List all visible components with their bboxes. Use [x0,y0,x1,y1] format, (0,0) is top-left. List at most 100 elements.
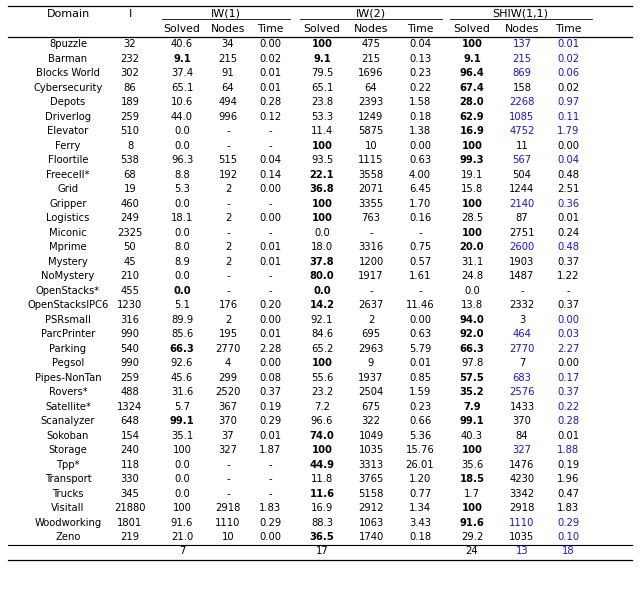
Text: 0.01: 0.01 [259,83,281,93]
Text: 5.7: 5.7 [174,402,190,412]
Text: 0.0: 0.0 [174,271,190,281]
Text: 695: 695 [362,329,381,339]
Text: 44.9: 44.9 [310,460,335,469]
Text: -: - [268,141,272,151]
Text: 0.29: 0.29 [259,518,281,527]
Text: 5158: 5158 [358,489,384,498]
Text: IW(2): IW(2) [356,9,386,19]
Text: 2.28: 2.28 [259,344,281,354]
Text: 62.9: 62.9 [460,112,484,122]
Text: 1937: 1937 [358,373,384,383]
Text: 8.0: 8.0 [174,242,190,252]
Text: 0.02: 0.02 [557,54,579,64]
Text: I: I [129,9,132,19]
Text: 5.36: 5.36 [409,431,431,441]
Text: 89.9: 89.9 [171,315,193,325]
Text: Ferry: Ferry [55,141,81,151]
Text: 7.2: 7.2 [314,402,330,412]
Text: 11: 11 [516,141,529,151]
Text: 2576: 2576 [509,387,535,397]
Text: 327: 327 [218,445,237,455]
Text: 2140: 2140 [509,199,534,209]
Text: 100: 100 [312,358,332,368]
Text: 0.01: 0.01 [259,68,281,78]
Text: 2: 2 [225,315,231,325]
Text: 1110: 1110 [215,518,241,527]
Text: 869: 869 [513,68,531,78]
Text: 2912: 2912 [358,503,384,513]
Text: 567: 567 [513,155,532,165]
Text: OpenStacks*: OpenStacks* [36,286,100,296]
Text: 99.1: 99.1 [170,416,195,426]
Text: 100: 100 [461,503,483,513]
Text: 683: 683 [513,373,531,383]
Text: 460: 460 [120,199,140,209]
Text: 0.0: 0.0 [174,474,190,484]
Text: 3: 3 [519,315,525,325]
Text: 0.02: 0.02 [259,54,281,64]
Text: 0.0: 0.0 [464,286,480,296]
Text: 4752: 4752 [509,126,534,136]
Text: 0.29: 0.29 [259,416,281,426]
Text: 4.00: 4.00 [409,170,431,180]
Text: Domain: Domain [46,9,90,19]
Text: 65.1: 65.1 [311,83,333,93]
Text: 92.6: 92.6 [171,358,193,368]
Text: Miconic: Miconic [49,228,87,238]
Text: 0.29: 0.29 [557,518,579,527]
Text: 100: 100 [461,39,483,49]
Text: 99.3: 99.3 [460,155,484,165]
Text: 316: 316 [120,315,140,325]
Text: 36.8: 36.8 [310,184,334,194]
Text: 494: 494 [219,97,237,107]
Text: 7: 7 [179,546,185,556]
Text: 1.58: 1.58 [409,97,431,107]
Text: 0.01: 0.01 [409,358,431,368]
Text: 24: 24 [466,546,478,556]
Text: 2751: 2751 [509,228,535,238]
Text: 23.2: 23.2 [311,387,333,397]
Text: 0.00: 0.00 [259,213,281,223]
Text: 18: 18 [562,546,574,556]
Text: -: - [418,286,422,296]
Text: 0.12: 0.12 [259,112,281,122]
Text: 0.01: 0.01 [557,39,579,49]
Text: Sokoban: Sokoban [47,431,89,441]
Text: 5.79: 5.79 [409,344,431,354]
Text: 1085: 1085 [509,112,534,122]
Text: 1.79: 1.79 [557,126,579,136]
Text: 3.43: 3.43 [409,518,431,527]
Text: 68: 68 [124,170,136,180]
Text: 15.8: 15.8 [461,184,483,194]
Text: 19.1: 19.1 [461,170,483,180]
Text: 0.0: 0.0 [313,286,331,296]
Text: 0.75: 0.75 [409,242,431,252]
Text: -: - [369,228,373,238]
Text: 40.3: 40.3 [461,431,483,441]
Text: 99.1: 99.1 [460,416,484,426]
Text: 13: 13 [516,546,528,556]
Text: 14.2: 14.2 [310,300,335,310]
Text: NoMystery: NoMystery [42,271,95,281]
Text: -: - [226,126,230,136]
Text: 2.27: 2.27 [557,344,579,354]
Text: 0.00: 0.00 [259,39,281,49]
Text: 0.03: 0.03 [557,329,579,339]
Text: 35.2: 35.2 [460,387,484,397]
Text: 2770: 2770 [509,344,534,354]
Text: 2393: 2393 [358,97,383,107]
Text: 92.0: 92.0 [460,329,484,339]
Text: 66.3: 66.3 [170,344,195,354]
Text: Zeno: Zeno [55,532,81,542]
Text: Grid: Grid [58,184,79,194]
Text: 6.45: 6.45 [409,184,431,194]
Text: 40.6: 40.6 [171,39,193,49]
Text: 0.00: 0.00 [557,141,579,151]
Text: 996: 996 [218,112,237,122]
Text: 1.22: 1.22 [557,271,579,281]
Text: -: - [268,228,272,238]
Text: 176: 176 [218,300,237,310]
Text: 36.5: 36.5 [310,532,334,542]
Text: 35.1: 35.1 [171,431,193,441]
Text: 100: 100 [461,445,483,455]
